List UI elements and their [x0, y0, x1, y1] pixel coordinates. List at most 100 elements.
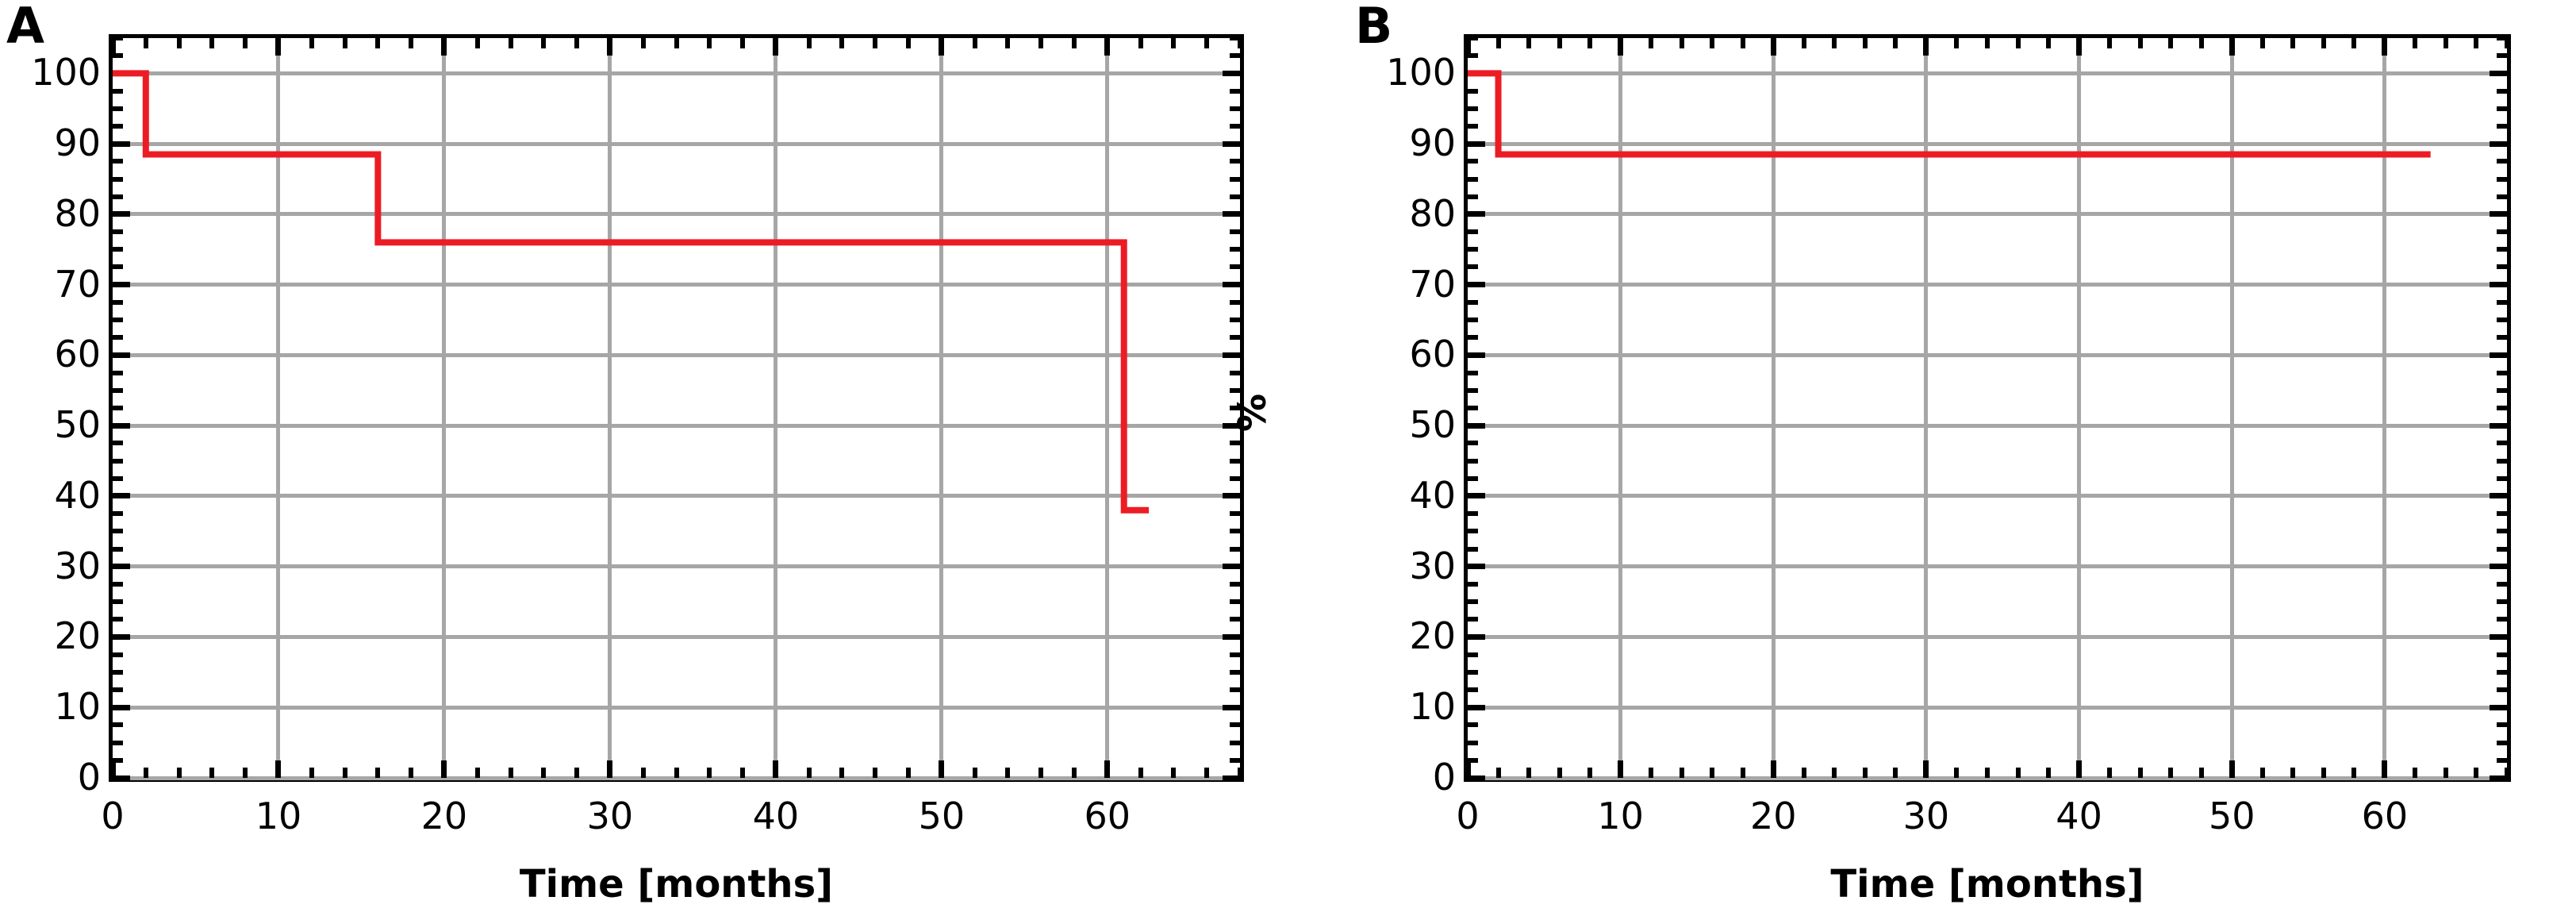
y-axis-tick-major-right [2490, 704, 2507, 710]
x-axis-tick-major-top [939, 38, 945, 56]
y-axis-tick-minor-right [2497, 53, 2507, 59]
y-axis-tick-minor-right [1230, 599, 1240, 605]
y-axis-tick-minor-right [2497, 458, 2507, 464]
x-axis-tick-minor-top [2413, 38, 2418, 48]
x-axis-tick-minor [707, 768, 712, 778]
y-axis-tick-major-right [2490, 70, 2507, 76]
gridline-vertical [774, 38, 778, 778]
y-axis-tick-minor [113, 36, 123, 40]
x-axis-tick-minor-top [2351, 38, 2357, 48]
y-axis-tick-minor [113, 652, 123, 657]
x-axis-tick-minor-top [873, 38, 878, 48]
gridline-horizontal [1468, 564, 2507, 569]
gridline-horizontal [113, 705, 1240, 710]
x-axis-tick-minor-top [209, 38, 215, 48]
y-axis-tick-minor [1468, 458, 1478, 464]
y-axis-tick-minor [113, 757, 123, 763]
x-axis-tick-major [441, 760, 447, 778]
x-axis-tick-major [607, 760, 613, 778]
y-axis-tick-minor-right [2497, 247, 2507, 252]
y-axis-tick-minor-right [2497, 669, 2507, 675]
survival-curve [113, 70, 1150, 514]
x-axis-tick-major-top [1923, 38, 1929, 56]
x-axis-tick-major-top [1465, 38, 1471, 56]
y-axis-tick-major-right [1223, 704, 1240, 710]
y-axis-tick-minor-right [2497, 757, 2507, 763]
y-axis-tick-minor [113, 335, 123, 341]
x-axis-tick-minor [2015, 768, 2021, 778]
x-axis-tick-major-top [109, 38, 116, 56]
gridline-horizontal [113, 141, 1240, 146]
y-axis-tick-minor [113, 88, 123, 94]
x-axis-tick-major-top [441, 38, 447, 56]
y-axis-tick-label: 90 [1409, 121, 1456, 165]
y-axis-tick-minor [1468, 722, 1478, 728]
y-axis-tick-major [113, 493, 130, 499]
y-axis-tick-minor-right [1230, 757, 1240, 763]
y-axis-tick-minor-right [1230, 669, 1240, 675]
y-axis-tick-minor [1468, 229, 1478, 235]
y-axis-tick-major-right [2490, 493, 2507, 499]
x-axis-tick-major-top [1618, 38, 1624, 56]
x-axis-tick-minor [1649, 768, 1654, 778]
x-axis-tick-minor-top [2259, 38, 2265, 48]
x-axis-tick-minor-top [1238, 38, 1242, 48]
x-axis-tick-minor-top [1862, 38, 1868, 48]
y-axis-tick-major-right [1223, 564, 1240, 570]
y-axis-tick-minor-right [2497, 652, 2507, 657]
gridline-horizontal [1468, 494, 2507, 498]
x-axis-tick-minor [2474, 768, 2479, 778]
y-axis-tick-minor-right [1230, 441, 1240, 446]
y-axis-tick-minor [1468, 441, 1478, 446]
y-axis-tick-minor [1468, 264, 1478, 270]
y-axis-tick-major [113, 422, 130, 429]
x-axis-tick-minor [1005, 768, 1011, 778]
x-axis-tick-minor [1862, 768, 1868, 778]
y-axis-tick-minor [113, 581, 123, 587]
gridline-horizontal [113, 564, 1240, 569]
y-axis-tick-minor [1468, 740, 1478, 745]
y-axis-tick-minor-right [1230, 581, 1240, 587]
y-axis-tick-major-right [1223, 70, 1240, 76]
x-axis-tick-minor [2413, 768, 2418, 778]
x-axis-tick-label: 60 [2361, 795, 2409, 837]
x-axis-tick-minor [2107, 768, 2113, 778]
y-axis-tick-minor-right [2497, 370, 2507, 375]
x-axis-tick-minor [143, 768, 148, 778]
x-axis-tick-minor-top [508, 38, 513, 48]
y-axis-tick-major [1468, 704, 1485, 710]
y-axis-tick-minor-right [1230, 687, 1240, 693]
y-axis-tick-minor [1468, 176, 1478, 182]
y-axis-tick-label: 0 [1432, 756, 1456, 799]
x-axis-tick-minor [2505, 768, 2509, 778]
gridline-vertical [2077, 38, 2082, 778]
y-axis-tick-minor [113, 194, 123, 199]
y-axis-tick-minor-right [2497, 546, 2507, 552]
y-axis-tick-minor-right [1230, 722, 1240, 728]
y-axis-tick-minor [113, 687, 123, 693]
x-axis-tick-minor [1557, 768, 1562, 778]
gridline-horizontal [113, 71, 1240, 75]
y-axis-tick-label: 70 [54, 262, 101, 306]
y-axis-tick-label: 80 [54, 191, 101, 235]
y-axis-tick-minor [113, 740, 123, 745]
x-axis-tick-minor [1801, 768, 1806, 778]
gridline-horizontal [1468, 212, 2507, 217]
y-axis-tick-minor-right [1230, 88, 1240, 94]
y-axis-tick-minor [1468, 247, 1478, 252]
y-axis-tick-minor [1468, 581, 1478, 587]
y-axis-tick-label: 60 [1409, 333, 1456, 376]
y-axis-tick-minor-right [2497, 722, 2507, 728]
y-axis-tick-major [1468, 352, 1485, 358]
gridline-vertical [2382, 38, 2387, 778]
x-axis-tick-minor [873, 768, 878, 778]
x-axis-tick-minor-top [143, 38, 148, 48]
x-axis-tick-minor [474, 768, 480, 778]
panel-b-plot-area [1464, 34, 2511, 782]
x-axis-tick-minor [806, 768, 812, 778]
y-axis-tick-minor-right [2497, 123, 2507, 129]
y-axis-tick-minor [1468, 36, 1478, 40]
y-axis-tick-major-right [2490, 352, 2507, 358]
y-axis-tick-minor-right [2497, 406, 2507, 410]
x-axis-tick-minor-top [342, 38, 347, 48]
